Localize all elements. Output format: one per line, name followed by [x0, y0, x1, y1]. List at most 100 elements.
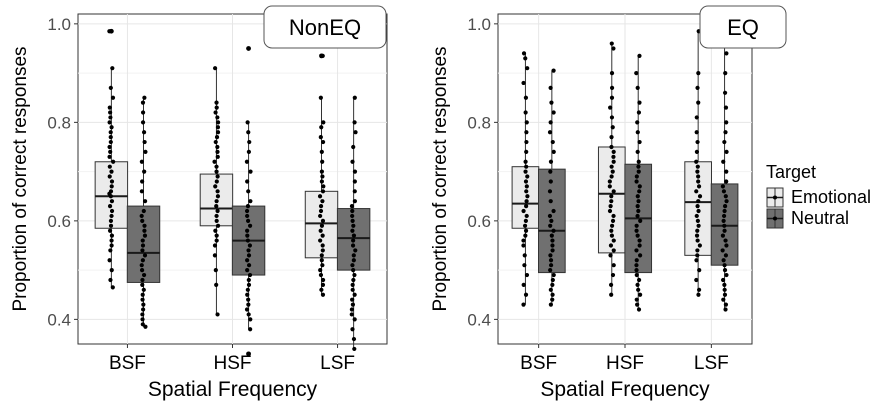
data-point [108, 130, 113, 135]
data-point [245, 179, 250, 184]
box-emotional-lsf [684, 29, 712, 297]
data-point [107, 203, 113, 209]
data-point [523, 159, 528, 164]
data-point [352, 346, 357, 352]
data-point [547, 213, 553, 219]
data-point [636, 287, 641, 292]
data-point [521, 282, 526, 287]
data-point [214, 282, 219, 287]
data-point [610, 125, 615, 130]
data-point [215, 115, 220, 120]
data-point [351, 144, 356, 150]
data-point [548, 179, 553, 184]
data-point [349, 203, 355, 209]
data-point [212, 243, 218, 248]
data-point [108, 277, 113, 283]
data-point [141, 130, 147, 135]
data-point [320, 233, 325, 238]
data-point [697, 194, 703, 199]
data-point [245, 287, 250, 292]
data-point [140, 292, 145, 297]
y-axis-title: Proportion of correct responses [430, 46, 451, 311]
data-point [319, 179, 324, 184]
data-point [525, 66, 530, 71]
data-point [521, 80, 526, 86]
data-point [697, 243, 702, 248]
data-point [110, 95, 116, 100]
data-point [720, 277, 726, 283]
data-point [522, 223, 528, 228]
data-point [722, 90, 728, 95]
data-point [216, 120, 221, 125]
data-point [634, 258, 639, 263]
data-point [140, 110, 146, 115]
data-point [139, 263, 144, 268]
data-point [611, 189, 616, 194]
data-point [142, 223, 147, 228]
x-axis-title: Spatial Frequency [148, 378, 318, 401]
data-point [525, 194, 530, 199]
data-point [141, 208, 146, 214]
x-tick-label: HSF [214, 353, 252, 374]
data-point [722, 203, 728, 209]
data-point [351, 223, 356, 228]
legend-point [773, 216, 777, 221]
data-point [607, 208, 613, 214]
legend-label: Emotional [791, 187, 871, 207]
box-neutral-hsf [231, 46, 266, 357]
data-point [352, 95, 357, 100]
data-point [524, 149, 529, 155]
data-point [318, 208, 324, 214]
data-point [319, 125, 324, 130]
data-point [107, 228, 113, 233]
data-point [722, 282, 727, 287]
box-emotional-lsf [304, 53, 339, 297]
data-point [548, 258, 554, 263]
data-point [635, 130, 640, 135]
data-point [724, 179, 729, 184]
data-point [521, 238, 526, 243]
data-point [611, 46, 616, 51]
data-point [317, 194, 323, 199]
data-point [214, 169, 219, 174]
data-point [635, 85, 640, 90]
data-point [247, 243, 252, 248]
data-point [143, 324, 148, 329]
data-point [550, 282, 555, 287]
data-point [320, 53, 325, 58]
data-point [696, 287, 702, 292]
data-point [107, 154, 112, 159]
data-point [609, 41, 614, 46]
data-point [607, 179, 612, 184]
data-point [694, 258, 699, 263]
data-point [350, 213, 355, 219]
data-point [721, 258, 726, 263]
data-point [609, 144, 614, 150]
data-point [694, 115, 699, 120]
data-point [723, 71, 728, 76]
data-point [245, 120, 250, 125]
data-point [321, 184, 326, 189]
data-point [724, 120, 729, 125]
data-point [551, 68, 556, 73]
data-point [548, 253, 553, 258]
data-point [611, 154, 616, 159]
data-point [320, 189, 326, 194]
data-point [695, 248, 700, 253]
data-point [108, 223, 114, 228]
data-point [694, 149, 700, 155]
data-point [142, 169, 147, 174]
data-point [319, 149, 324, 155]
y-tick-label: 1.0 [47, 15, 71, 34]
data-point [142, 199, 148, 204]
data-point [721, 159, 726, 164]
y-tick-label: 0.6 [467, 212, 491, 231]
data-point [609, 85, 615, 90]
data-point [524, 164, 529, 169]
data-point [694, 189, 699, 194]
data-point [607, 184, 612, 189]
data-point [638, 218, 643, 223]
data-point [548, 287, 553, 292]
data-point [723, 253, 729, 258]
